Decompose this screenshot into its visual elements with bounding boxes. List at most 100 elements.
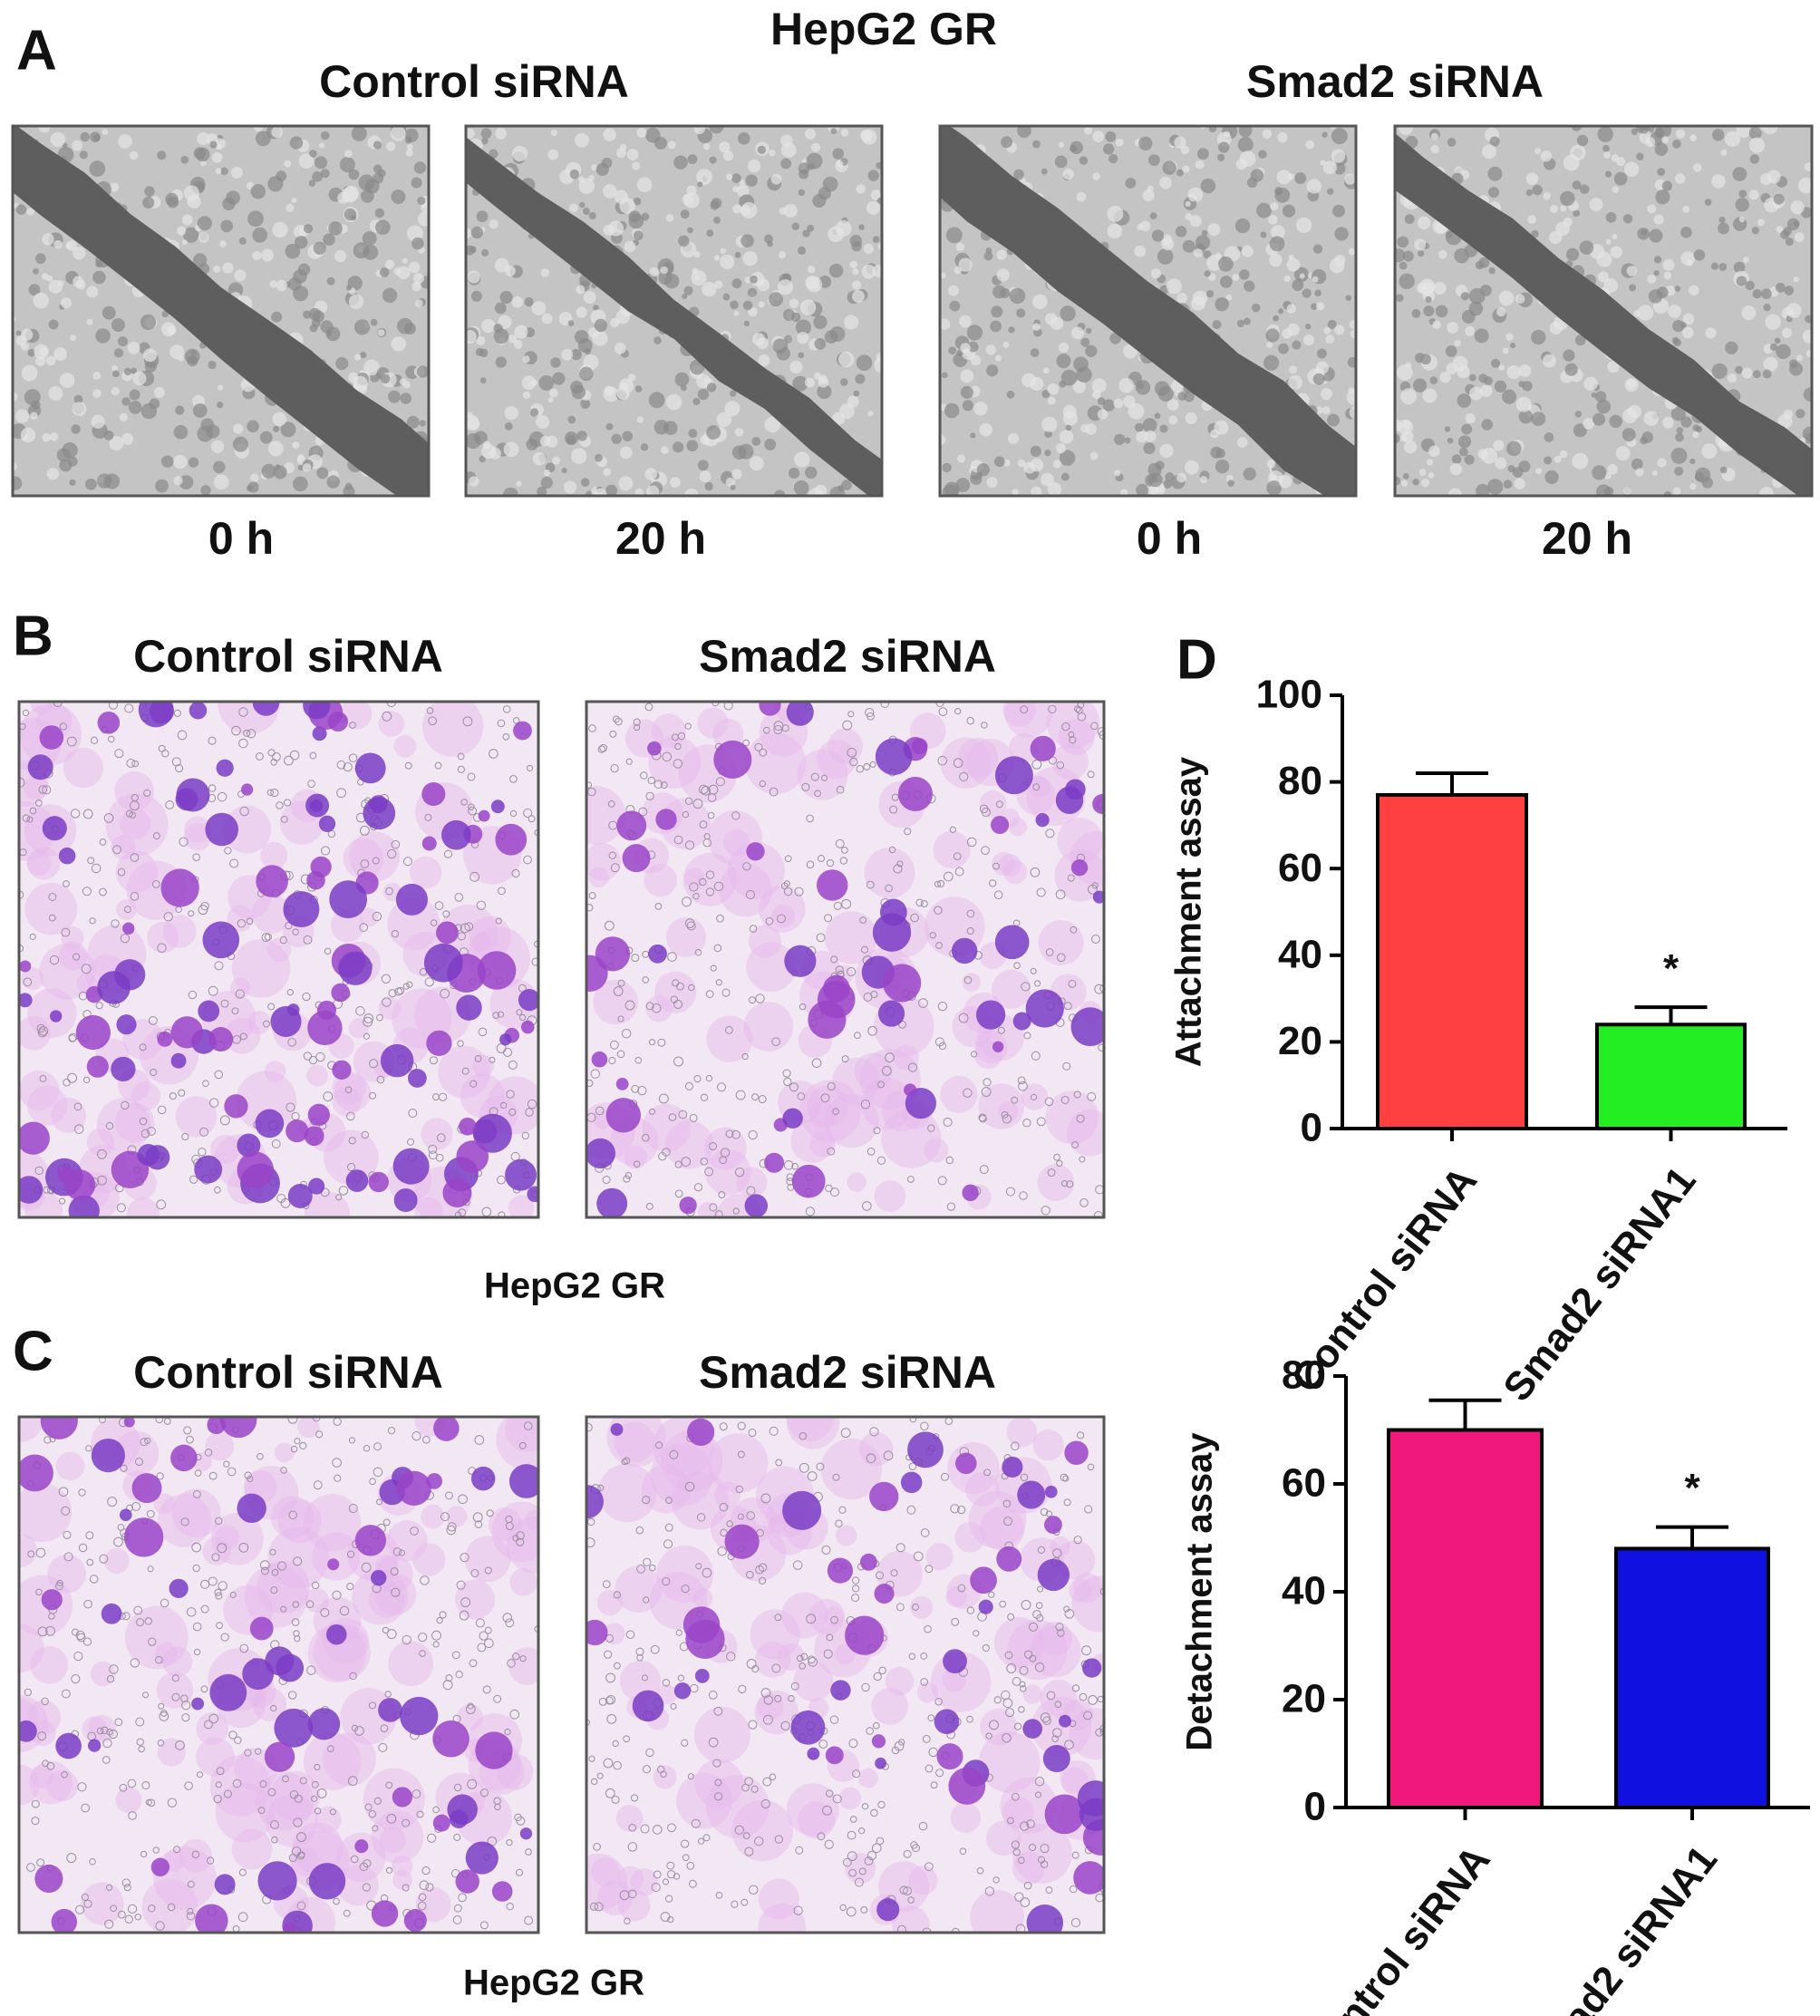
pore xyxy=(682,1854,690,1862)
pore xyxy=(648,1108,656,1115)
cell xyxy=(537,486,547,496)
cell xyxy=(1657,458,1667,468)
pore xyxy=(287,1038,296,1047)
cell xyxy=(35,253,46,265)
pore xyxy=(789,1082,799,1092)
cell xyxy=(840,128,849,137)
haze xyxy=(596,1589,624,1616)
pore xyxy=(847,711,855,718)
haze xyxy=(1068,1578,1092,1603)
haze xyxy=(706,1015,753,1062)
pore xyxy=(184,1781,193,1790)
cell xyxy=(489,219,499,229)
cell xyxy=(875,738,913,776)
haze xyxy=(378,996,402,1020)
cell xyxy=(580,478,590,487)
cell xyxy=(962,1184,979,1202)
pore xyxy=(456,1580,466,1590)
pore xyxy=(373,1442,382,1451)
cell xyxy=(433,1417,460,1441)
pore xyxy=(748,1429,757,1438)
cell xyxy=(222,262,234,274)
pore xyxy=(1006,1663,1017,1673)
cell xyxy=(197,132,210,146)
pore xyxy=(699,820,708,829)
cell xyxy=(406,143,413,150)
pore xyxy=(954,708,962,715)
pore xyxy=(696,1513,706,1522)
cell xyxy=(1724,131,1741,148)
cell xyxy=(48,386,63,401)
pore xyxy=(363,1445,371,1452)
wound-gap xyxy=(466,137,882,496)
pore xyxy=(113,1536,123,1547)
cell xyxy=(1686,259,1693,267)
pore xyxy=(762,1777,772,1787)
cell xyxy=(408,261,421,274)
pore xyxy=(419,1880,430,1891)
cell xyxy=(522,355,530,363)
cell xyxy=(102,305,116,320)
cell xyxy=(1623,486,1632,495)
cell xyxy=(804,377,815,388)
haze xyxy=(736,1167,768,1198)
cell xyxy=(704,481,713,491)
pore xyxy=(680,1839,690,1848)
cell xyxy=(1278,475,1292,489)
cell xyxy=(1474,328,1489,344)
haze xyxy=(386,1520,428,1562)
haze xyxy=(196,1711,229,1745)
cell xyxy=(495,127,508,140)
pore xyxy=(731,811,741,820)
cell xyxy=(465,1841,499,1875)
pore xyxy=(1073,1536,1082,1545)
cell xyxy=(68,1195,100,1217)
pore xyxy=(287,1417,298,1424)
pore xyxy=(103,813,114,823)
cell xyxy=(1062,169,1074,180)
cell xyxy=(605,484,618,496)
haze xyxy=(693,1706,751,1764)
pore xyxy=(82,1076,91,1083)
cell xyxy=(1204,270,1211,277)
cell xyxy=(129,150,139,160)
cell xyxy=(1418,249,1425,257)
haze xyxy=(96,1098,151,1152)
haze xyxy=(414,1197,443,1217)
pore xyxy=(881,1065,892,1076)
image-frame xyxy=(585,1415,1106,1934)
cell xyxy=(1055,786,1084,815)
cell xyxy=(1711,174,1726,189)
haze xyxy=(509,1567,538,1596)
haze xyxy=(1022,1684,1043,1704)
cell xyxy=(570,381,584,394)
cell xyxy=(697,181,703,188)
pore xyxy=(108,1729,118,1740)
cell xyxy=(1017,1480,1046,1509)
pore xyxy=(183,1426,192,1435)
cell xyxy=(1316,302,1325,311)
cell xyxy=(273,425,280,432)
cell xyxy=(1058,342,1070,354)
cell xyxy=(140,402,157,420)
cell xyxy=(814,338,827,350)
cell xyxy=(608,220,624,237)
cell xyxy=(1349,319,1356,329)
haze xyxy=(277,1498,322,1544)
panel-label: D xyxy=(1176,628,1217,691)
pore xyxy=(642,1496,651,1505)
cell xyxy=(874,357,882,373)
cell xyxy=(1535,468,1543,475)
pore xyxy=(937,1001,948,1012)
pore xyxy=(810,772,819,781)
pore xyxy=(430,919,438,926)
cell xyxy=(315,156,328,170)
pore xyxy=(271,1836,278,1844)
cell xyxy=(610,1423,624,1436)
pore xyxy=(26,816,34,823)
pore xyxy=(484,1626,492,1634)
pore xyxy=(754,1837,764,1846)
cell xyxy=(297,263,311,276)
pore xyxy=(1031,1051,1041,1061)
cell xyxy=(73,394,83,404)
